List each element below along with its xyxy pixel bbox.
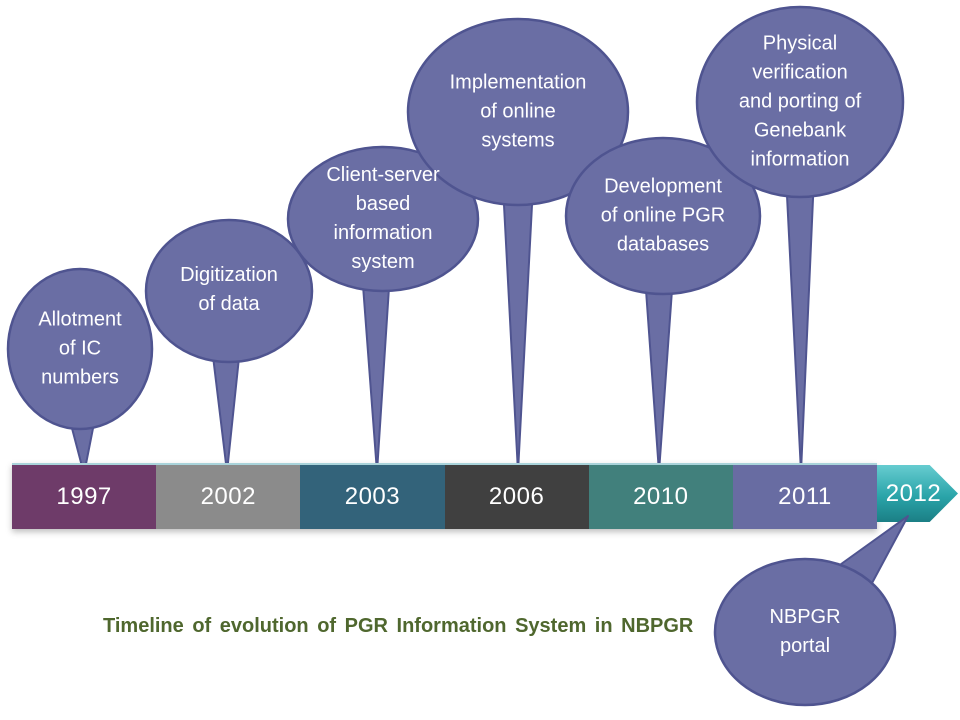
balloon-2006-tail xyxy=(502,185,534,473)
balloon-2003-tail xyxy=(361,271,391,473)
year-label-2011: 2011 xyxy=(778,483,832,510)
balloon-2002-tail xyxy=(211,347,241,473)
balloon-label-2011: Physical verification and porting of Gen… xyxy=(738,32,862,171)
year-label-2012: 2012 xyxy=(885,479,942,507)
balloon-label-2006: Implementation of online systems xyxy=(449,71,587,152)
slide-caption: Timeline of evolution of PGR Information… xyxy=(103,615,694,637)
year-label-2006: 2006 xyxy=(488,483,545,510)
timeline-segment-1997: 1997 xyxy=(12,465,157,529)
year-label-1997: 1997 xyxy=(56,483,112,510)
balloon-2010-tail xyxy=(644,275,674,473)
balloon-2011-tail xyxy=(785,175,815,473)
balloon-label-portal: NBPGR portal xyxy=(769,606,841,657)
balloon-label-2010: Development of online PGR databases xyxy=(600,175,726,256)
timeline-bar: 1997 2002 2003 2006 2010 2011 xyxy=(12,463,878,529)
balloon-label-2002: Digitization of data xyxy=(180,264,278,315)
year-label-2002: 2002 xyxy=(200,483,256,510)
timeline-segment-2011: 2011 xyxy=(732,465,878,529)
balloon-label-1997: Allotment of IC numbers xyxy=(38,308,122,389)
timeline-segment-2010: 2010 xyxy=(588,465,733,529)
timeline-segment-2003: 2003 xyxy=(300,465,445,529)
timeline-segment-2006: 2006 xyxy=(444,465,589,529)
timeline-arrow-2012: 2012 xyxy=(877,465,958,522)
year-label-2003: 2003 xyxy=(344,483,401,510)
timeline-segment-2002: 2002 xyxy=(156,465,301,529)
year-label-2010: 2010 xyxy=(633,483,689,510)
balloon-label-2003: Client-server based information system xyxy=(326,164,440,273)
